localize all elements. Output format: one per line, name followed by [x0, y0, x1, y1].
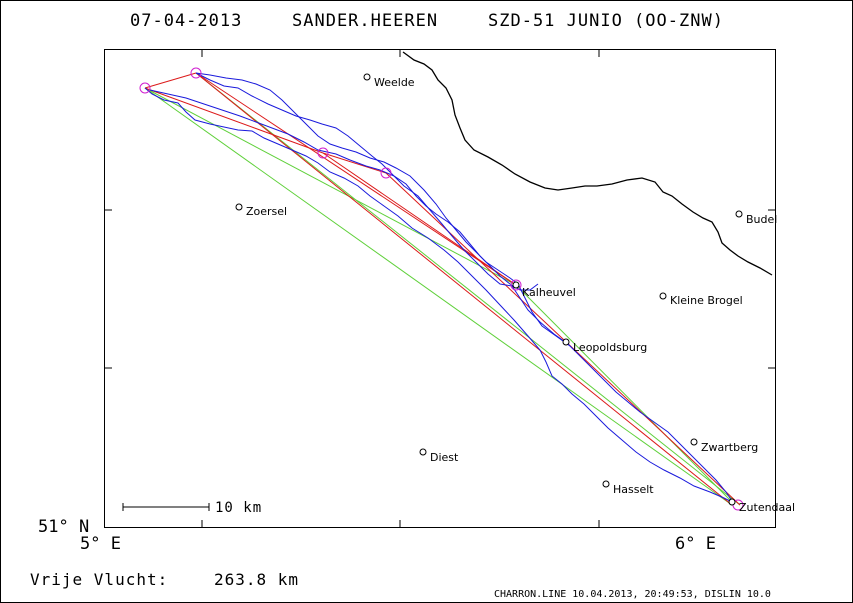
- turnpoint-marker: [510, 279, 522, 291]
- town-marker: [419, 448, 427, 456]
- town-label-leopoldsburg: Leopoldsburg: [573, 341, 647, 354]
- country-border: [402, 51, 773, 276]
- longitude-right-label: 6° E: [675, 534, 716, 554]
- town-label-kleine-brogel: Kleine Brogel: [670, 294, 743, 307]
- town-marker: [562, 338, 570, 346]
- map-frame: [104, 49, 776, 528]
- optimized-route: [144, 72, 741, 506]
- town-marker: [363, 73, 371, 81]
- town-label-hasselt: Hasselt: [613, 483, 654, 496]
- pilot-name: SANDER.HEEREN: [292, 11, 438, 31]
- town-marker: [235, 203, 243, 211]
- turnpoint-marker: [317, 147, 329, 159]
- scale-bar-label: 10 km: [215, 500, 262, 516]
- town-marker: [735, 210, 743, 218]
- credits-text: CHARRON.LINE 10.04.2013, 20:49:53, DISLI…: [494, 589, 771, 600]
- town-label-diest: Diest: [430, 451, 459, 464]
- town-marker: [602, 480, 610, 488]
- town-marker: [659, 292, 667, 300]
- town-marker: [690, 438, 698, 446]
- distance-value: 263.8 km: [214, 570, 299, 589]
- town-label-weelde: Weelde: [374, 76, 415, 89]
- longitude-left-label: 5° E: [80, 534, 121, 554]
- turnpoint-marker: [190, 67, 202, 79]
- task-route: [144, 72, 741, 506]
- town-label-kalheuvel: Kalheuvel: [522, 286, 576, 299]
- town-label-zwartberg: Zwartberg: [701, 441, 758, 454]
- scale-bar: [122, 503, 210, 511]
- gps-track: [144, 72, 735, 505]
- town-marker: [728, 498, 736, 506]
- axis-ticks: [105, 50, 775, 527]
- town-label-zoersel: Zoersel: [246, 205, 287, 218]
- aircraft-type: SZD-51 JUNIO (OO-ZNW): [488, 11, 724, 31]
- turnpoint-marker: [380, 167, 392, 179]
- latitude-label: 51° N: [38, 517, 89, 537]
- town-label-zutendaal: Zutendaal: [739, 501, 795, 514]
- town-marker: [512, 281, 520, 289]
- turnpoints: [139, 67, 744, 511]
- distance-label: Vrije Vlucht:: [30, 570, 168, 589]
- towns: Weelde Zoersel Budel Kleine Brogel Kalhe…: [235, 73, 795, 514]
- flight-date: 07-04-2013: [130, 11, 242, 31]
- town-label-budel: Budel: [746, 213, 777, 226]
- turnpoint-marker: [139, 82, 151, 94]
